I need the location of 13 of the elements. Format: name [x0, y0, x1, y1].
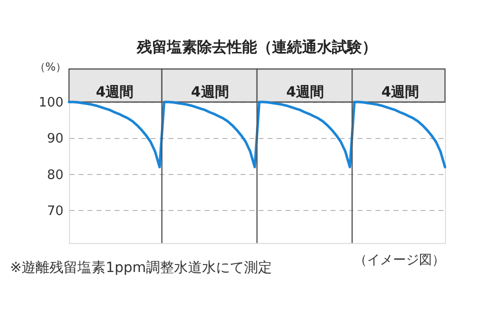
chart-title: 残留塩素除去性能（連続通水試験）: [136, 38, 377, 56]
x-tick-label: 4週間: [96, 84, 134, 100]
x-tick-label: 4週間: [381, 84, 420, 100]
y-tick-label: 90: [46, 132, 64, 147]
y-tick-label: 100: [38, 96, 64, 110]
x-tick-label: 4週間: [286, 84, 324, 100]
text: ※遊離残留塩素1ppm調整水道水にて測定: [10, 260, 272, 276]
y-tick-label: 80: [46, 168, 64, 183]
x-tick-label: 4週間: [191, 84, 229, 100]
text: （イメージ図）: [354, 253, 445, 268]
line-series: [68, 100, 446, 168]
y-axis-title: （%）: [34, 60, 67, 74]
y-tick-label: 70: [46, 204, 64, 219]
